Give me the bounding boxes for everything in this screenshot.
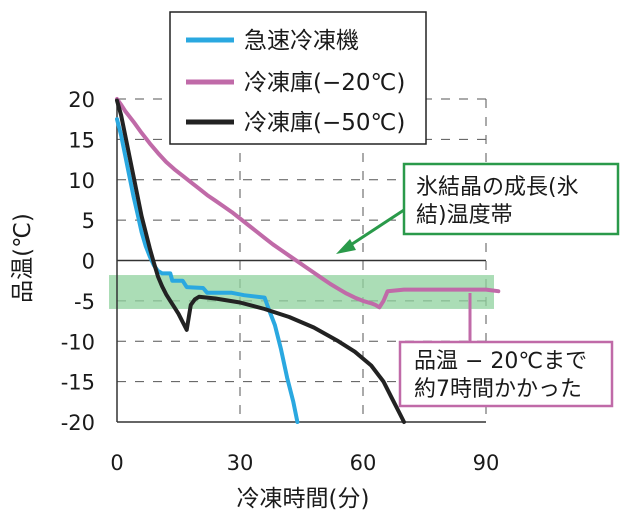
y-tick-label: 15 (68, 128, 95, 152)
series-line-2 (115, 98, 406, 424)
annotation-seven-hours: 品温 − 20℃まで 約7時間かかった (398, 293, 614, 408)
y-tick-label: 20 (68, 88, 95, 112)
x-tick-label: 90 (473, 451, 500, 475)
annotation-ice-band-arrowhead (336, 239, 356, 254)
series-line-0 (115, 117, 300, 424)
y-tick-label: -15 (61, 371, 95, 395)
annotation-ice-band-line2: 結)温度帯 (416, 203, 513, 228)
y-tick-label: 10 (68, 169, 95, 193)
x-axis-title: 冷凍時間(分) (237, 486, 370, 512)
legend-label-rapid: 急速冷凍機 (244, 28, 359, 54)
x-tick-label: 30 (227, 451, 254, 475)
legend-label-minus50: 冷凍庫(−50℃) (244, 110, 405, 136)
annotation-seven-hours-line2: 約7時間かかった (414, 377, 582, 402)
y-tick-label: 0 (82, 250, 95, 274)
y-tick-label: 5 (82, 209, 95, 233)
annotation-ice-band: 氷結晶の成長(氷 結)温度帯 (336, 162, 620, 254)
legend-label-minus20: 冷凍庫(−20℃) (244, 70, 405, 96)
annotation-ice-band-arrow (345, 208, 405, 250)
legend: 急速冷凍機 冷凍庫(−20℃) 冷凍庫(−50℃) (169, 11, 427, 145)
x-tick-label: 0 (110, 451, 123, 475)
annotation-seven-hours-box (398, 340, 614, 408)
y-tick-label: -20 (61, 411, 95, 435)
y-tick-label: -10 (61, 330, 95, 354)
x-tick-label: 60 (350, 451, 377, 475)
series-lines (115, 97, 501, 424)
x-tick-labels: 0 30 60 90 (110, 451, 499, 475)
annotation-ice-band-box (402, 162, 620, 236)
annotation-seven-hours-line1: 品温 − 20℃まで (414, 349, 587, 374)
y-tick-label: -5 (74, 290, 95, 314)
y-tick-labels: 20 15 10 5 0 -5 -10 -15 -20 (61, 88, 95, 435)
series-line-1 (115, 97, 501, 310)
y-axis-title: 品温(℃) (10, 213, 36, 303)
annotation-ice-band-line1: 氷結晶の成長(氷 (416, 175, 579, 200)
